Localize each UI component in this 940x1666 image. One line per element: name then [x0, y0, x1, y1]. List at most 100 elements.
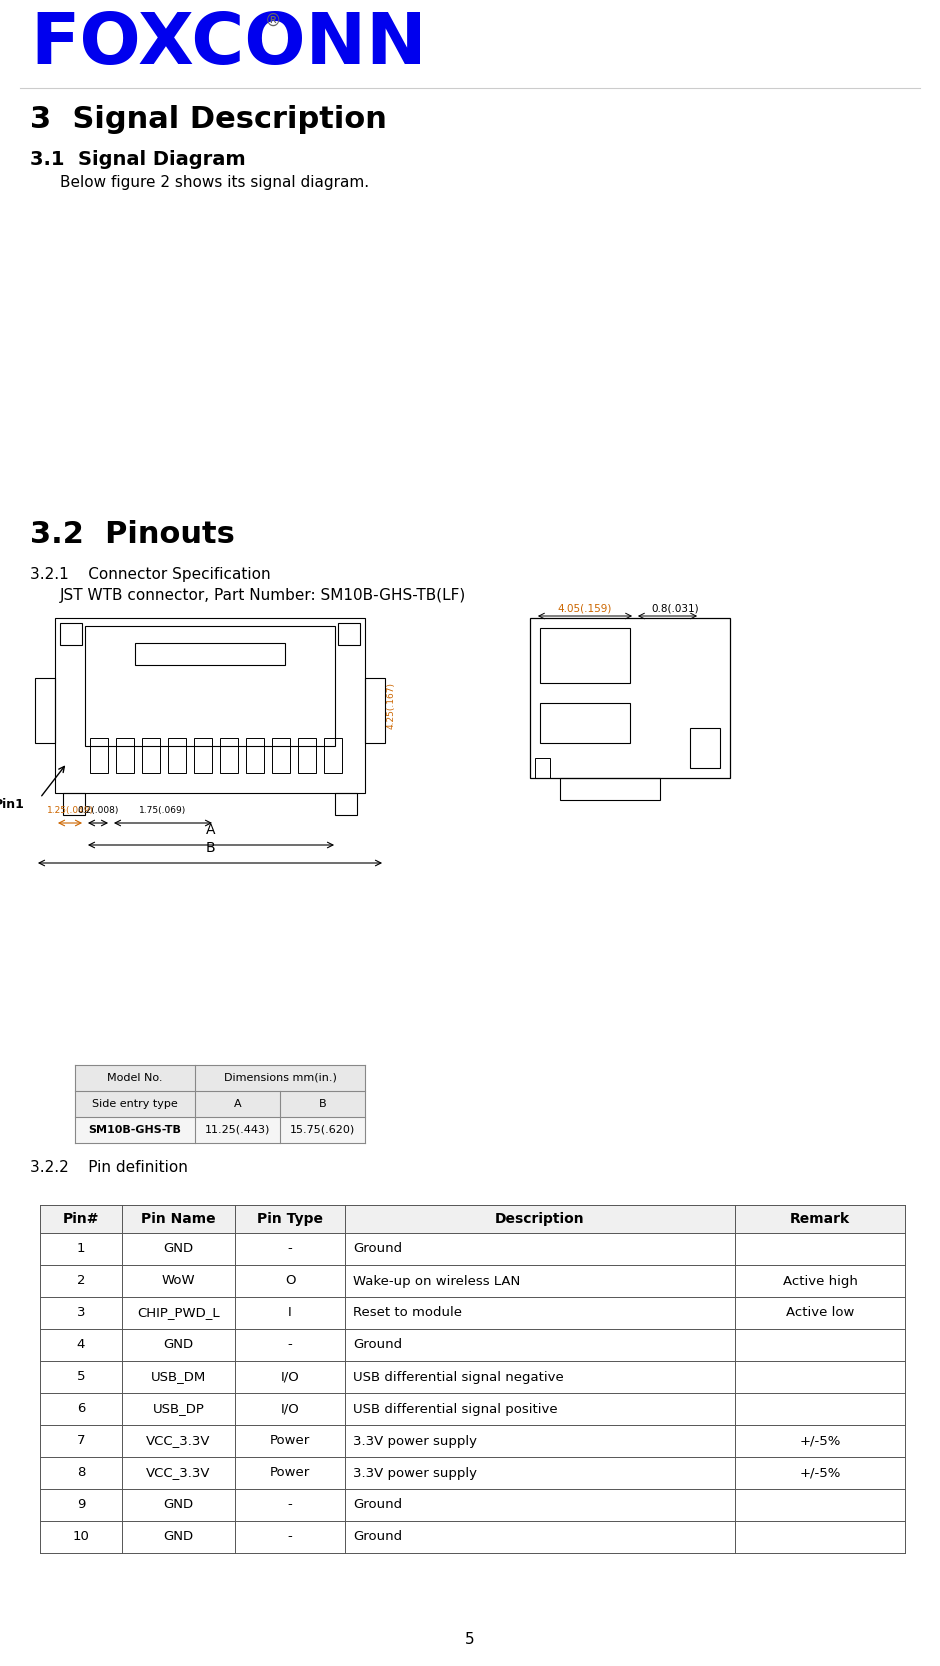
Text: GND: GND [164, 1531, 194, 1543]
Text: 3  Signal Description: 3 Signal Description [30, 105, 387, 133]
Text: Reset to module: Reset to module [353, 1306, 462, 1319]
Text: Model No.: Model No. [107, 1073, 163, 1083]
Bar [272, 738, 290, 773]
Text: Power: Power [270, 1434, 310, 1448]
Text: 0.2(.008): 0.2(.008) [77, 806, 118, 815]
Bar [540, 628, 630, 683]
Text: 11.25(.443): 11.25(.443) [205, 1125, 270, 1135]
Bar [40, 1298, 905, 1329]
Bar [135, 643, 285, 665]
Text: -: - [288, 1498, 292, 1511]
Text: 0.8(.031): 0.8(.031) [651, 603, 698, 613]
Bar [535, 758, 550, 778]
Text: 3.3V power supply: 3.3V power supply [353, 1466, 477, 1479]
Text: GND: GND [164, 1338, 194, 1351]
Bar [40, 1393, 905, 1424]
Bar [40, 1361, 905, 1393]
Text: USB_DP: USB_DP [152, 1403, 204, 1416]
Text: 1.75(.069): 1.75(.069) [139, 806, 187, 815]
Text: GND: GND [164, 1498, 194, 1511]
Text: Wake-up on wireless LAN: Wake-up on wireless LAN [353, 1274, 520, 1288]
Text: Dimensions mm(in.): Dimensions mm(in.) [224, 1073, 337, 1083]
Text: Pin#: Pin# [63, 1211, 100, 1226]
Text: Ground: Ground [353, 1531, 402, 1543]
Text: 2: 2 [77, 1274, 86, 1288]
Text: Remark: Remark [790, 1211, 850, 1226]
Bar [90, 738, 108, 773]
Text: I/O: I/O [281, 1403, 299, 1416]
Text: USB differential signal negative: USB differential signal negative [353, 1371, 564, 1383]
Bar [540, 703, 630, 743]
Text: 7: 7 [77, 1434, 86, 1448]
Text: 3.2  Pinouts: 3.2 Pinouts [30, 520, 235, 550]
Text: 8: 8 [77, 1466, 86, 1479]
Bar [75, 1091, 365, 1116]
Text: 3.1  Signal Diagram: 3.1 Signal Diagram [30, 150, 245, 168]
Text: 4: 4 [77, 1338, 86, 1351]
Bar [324, 738, 342, 773]
Text: 3.3V power supply: 3.3V power supply [353, 1434, 477, 1448]
Text: +/-5%: +/-5% [799, 1466, 840, 1479]
Text: 3: 3 [77, 1306, 86, 1319]
Bar [168, 738, 186, 773]
Text: 3.2.1    Connector Specification: 3.2.1 Connector Specification [30, 566, 271, 581]
Text: Power: Power [270, 1466, 310, 1479]
Bar [220, 738, 238, 773]
Bar [85, 626, 335, 746]
Text: Pin Type: Pin Type [257, 1211, 323, 1226]
Text: 1: 1 [77, 1243, 86, 1256]
Bar [116, 738, 134, 773]
Text: USB differential signal positive: USB differential signal positive [353, 1403, 557, 1416]
Bar [40, 1205, 905, 1233]
Bar [63, 793, 85, 815]
Text: Pin1: Pin1 [0, 798, 25, 811]
Text: 4.05(.159): 4.05(.159) [557, 603, 612, 613]
Bar [365, 678, 385, 743]
Text: Description: Description [495, 1211, 585, 1226]
Text: GND: GND [164, 1243, 194, 1256]
Text: 6: 6 [77, 1403, 86, 1416]
Text: I: I [289, 1306, 292, 1319]
Text: Below figure 2 shows its signal diagram.: Below figure 2 shows its signal diagram. [60, 175, 369, 190]
Bar [60, 623, 82, 645]
Text: B: B [205, 841, 215, 855]
Bar [40, 1233, 905, 1264]
Text: 3.2.2    Pin definition: 3.2.2 Pin definition [30, 1160, 188, 1175]
Text: FOXCONN: FOXCONN [30, 10, 427, 78]
Bar [40, 1329, 905, 1361]
Text: Active low: Active low [786, 1306, 854, 1319]
Bar [335, 793, 357, 815]
Bar [560, 778, 660, 800]
Bar [298, 738, 316, 773]
Text: WoW: WoW [162, 1274, 196, 1288]
Text: Ground: Ground [353, 1338, 402, 1351]
Bar [75, 1116, 365, 1143]
Bar [40, 1424, 905, 1458]
Text: ®: ® [265, 12, 281, 30]
Bar [75, 1065, 365, 1091]
Text: B: B [319, 1100, 326, 1110]
Text: SM10B-GHS-TB: SM10B-GHS-TB [88, 1125, 181, 1135]
Text: O: O [285, 1274, 295, 1288]
Text: I/O: I/O [281, 1371, 299, 1383]
Bar [194, 738, 212, 773]
Bar [530, 618, 730, 778]
Text: 10: 10 [72, 1531, 89, 1543]
Bar [246, 738, 264, 773]
Bar [142, 738, 160, 773]
Bar [40, 1264, 905, 1298]
Text: +/-5%: +/-5% [799, 1434, 840, 1448]
Text: 4.25(.167): 4.25(.167) [387, 681, 396, 730]
Text: VCC_3.3V: VCC_3.3V [147, 1466, 211, 1479]
Bar [55, 618, 365, 793]
Text: 1.25(.049): 1.25(.049) [46, 806, 93, 815]
Text: 15.75(.620): 15.75(.620) [290, 1125, 355, 1135]
Bar [40, 1489, 905, 1521]
Text: USB_DM: USB_DM [151, 1371, 206, 1383]
Text: JST WTB connector, Part Number: SM10B-GHS-TB(LF): JST WTB connector, Part Number: SM10B-GH… [60, 588, 466, 603]
Text: 5: 5 [77, 1371, 86, 1383]
Bar [35, 678, 55, 743]
Text: -: - [288, 1243, 292, 1256]
Text: -: - [288, 1531, 292, 1543]
Text: -: - [288, 1338, 292, 1351]
